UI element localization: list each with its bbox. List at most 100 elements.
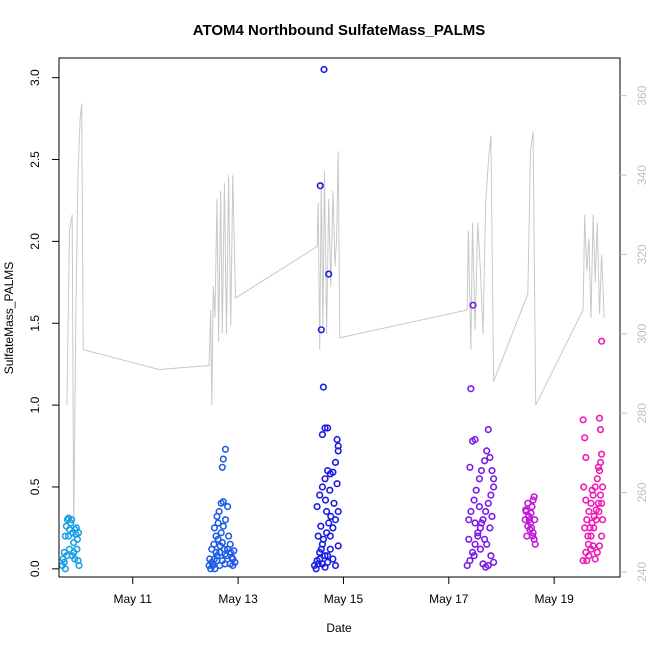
data-point-series-4: [483, 447, 491, 455]
y-axis-right: 240 260 280 300 320 340 360: [620, 85, 649, 582]
data-point-series-4: [470, 552, 478, 560]
data-point-series-2: [219, 522, 227, 530]
data-point-series-4: [481, 457, 489, 465]
data-point-series-3: [321, 424, 329, 432]
y2-tick-label: 360: [635, 85, 649, 105]
data-point-series-3: [334, 442, 342, 450]
data-point-series-4: [466, 463, 474, 471]
data-point-series-2: [226, 560, 234, 568]
data-point-series-2: [226, 540, 234, 548]
data-point-series-3: [316, 182, 324, 190]
data-point-series-2: [217, 529, 225, 537]
x-tick-label: May 11: [114, 592, 153, 606]
data-point-series-2: [218, 463, 226, 471]
data-point-series-1: [61, 532, 69, 540]
data-point-series-6: [597, 337, 606, 345]
data-point-series-2: [212, 532, 220, 540]
data-point-series-3: [331, 561, 340, 570]
y-tick-label: 2.0: [28, 233, 42, 250]
data-point-series-4: [469, 301, 477, 309]
data-point-series-4: [465, 535, 473, 543]
data-point-series-4: [467, 385, 475, 393]
data-point-series-4: [472, 486, 480, 494]
y-tick-label: 1.0: [28, 396, 42, 413]
data-point-series-3: [320, 65, 328, 74]
data-point-series-6: [579, 556, 587, 565]
y2-tick-label: 320: [635, 244, 649, 264]
data-point-series-4: [486, 524, 494, 532]
data-point-series-6: [597, 499, 606, 507]
data-point-series-3: [330, 499, 338, 507]
data-point-series-2: [214, 519, 222, 527]
data-point-series-3: [319, 535, 328, 543]
y-tick-label: 3.0: [28, 69, 42, 86]
data-point-series-2: [230, 547, 238, 555]
data-point-series-6: [596, 426, 605, 434]
data-point-series-3: [324, 424, 332, 432]
y-axis-label: SulfateMass_PALMS: [2, 262, 16, 375]
data-point-series-2: [228, 553, 236, 562]
data-point-series-3: [318, 483, 327, 491]
data-point-series-1: [75, 561, 83, 570]
data-point-series-3: [329, 524, 337, 532]
data-point-series-4: [474, 532, 482, 540]
data-point-series-6: [589, 542, 597, 550]
data-point-series-3: [329, 468, 337, 476]
data-point-series-6: [596, 491, 605, 499]
y-tick-label: 1.5: [28, 315, 42, 332]
y2-tick-label: 260: [635, 482, 649, 502]
data-point-series-3: [325, 519, 333, 527]
data-point-series-4: [471, 435, 479, 444]
data-point-series-6: [587, 499, 595, 507]
data-point-series-6: [583, 516, 591, 524]
data-point-series-2: [224, 503, 232, 511]
data-point-series-2: [210, 540, 218, 548]
data-point-series-4: [490, 475, 498, 483]
data-point-series-1: [67, 516, 76, 524]
data-point-series-5: [522, 506, 530, 514]
data-point-series-4: [471, 540, 479, 548]
data-point-series-3: [334, 507, 342, 516]
data-point-series-3: [321, 552, 329, 560]
data-point-series-2: [218, 538, 226, 547]
data-point-series-3: [319, 383, 328, 391]
data-point-series-1: [71, 555, 79, 563]
data-point-series-1: [70, 548, 78, 557]
data-point-series-6: [597, 450, 606, 458]
data-point-series-6: [594, 463, 603, 471]
data-point-series-3: [317, 326, 325, 334]
data-point-series-4: [484, 426, 492, 434]
data-point-series-4: [475, 503, 484, 511]
data-point-series-3: [316, 491, 324, 499]
data-point-series-3: [321, 563, 329, 571]
x-tick-label: May 19: [534, 592, 574, 606]
x-tick-label: May 15: [324, 592, 364, 606]
data-point-series-2: [215, 507, 223, 516]
data-point-series-5: [527, 509, 535, 517]
data-point-series-3: [321, 475, 329, 483]
data-point-series-6: [582, 496, 590, 504]
data-point-series-6: [584, 532, 592, 540]
data-point-series-6: [588, 486, 596, 494]
data-point-series-2: [211, 565, 219, 573]
data-point-series-5: [530, 493, 538, 501]
data-point-series-3: [326, 545, 334, 553]
data-point-series-2: [221, 516, 230, 524]
data-point-series-3: [329, 555, 337, 563]
data-point-series-6: [594, 499, 603, 507]
data-point-series-5: [531, 540, 539, 548]
data-point-series-6: [582, 453, 590, 462]
chart-title: ATOM4 Northbound SulfateMass_PALMS: [193, 22, 486, 39]
data-point-series-6: [593, 548, 601, 557]
data-point-series-3: [333, 435, 341, 444]
data-point-series-4: [476, 545, 485, 553]
data-point-series-1: [73, 535, 81, 543]
data-point-series-3: [321, 496, 330, 504]
data-point-series-6: [579, 416, 587, 424]
data-point-series-3: [324, 552, 332, 560]
data-point-series-3: [333, 480, 341, 488]
y2-tick-label: 240: [635, 562, 649, 582]
data-point-series-4: [465, 516, 473, 524]
data-point-series-2: [225, 532, 233, 540]
